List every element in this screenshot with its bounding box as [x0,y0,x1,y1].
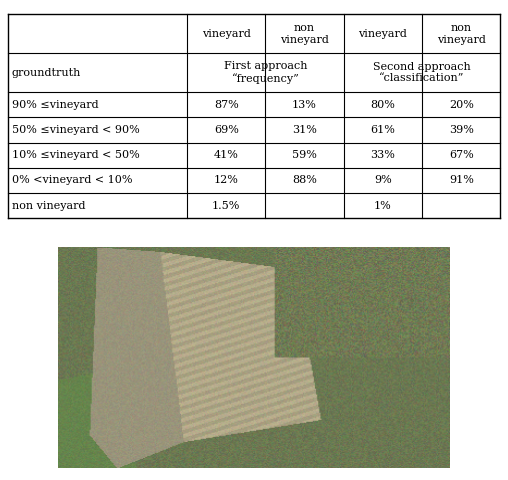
Text: 59%: 59% [292,150,317,160]
Text: 41%: 41% [214,150,239,160]
Text: 61%: 61% [370,125,395,135]
Text: vineyard: vineyard [359,29,407,39]
Text: 91%: 91% [449,176,473,185]
Text: 39%: 39% [449,125,473,135]
Text: non
vineyard: non vineyard [437,23,486,45]
Text: 13%: 13% [292,99,317,109]
Text: 10% ≤vineyard < 50%: 10% ≤vineyard < 50% [12,150,139,160]
Text: 31%: 31% [292,125,317,135]
Text: 9%: 9% [374,176,392,185]
Text: non vineyard: non vineyard [12,201,85,211]
Text: vineyard: vineyard [202,29,250,39]
Text: 20%: 20% [449,99,473,109]
Text: First approach
“frequency”: First approach “frequency” [224,61,307,84]
Text: 90% ≤vineyard: 90% ≤vineyard [12,99,99,109]
Text: 87%: 87% [214,99,239,109]
Text: 67%: 67% [449,150,473,160]
Text: 88%: 88% [292,176,317,185]
Text: 1.5%: 1.5% [212,201,240,211]
Text: 12%: 12% [214,176,239,185]
Text: groundtruth: groundtruth [12,68,81,78]
Text: 1%: 1% [374,201,392,211]
Text: 50% ≤vineyard < 90%: 50% ≤vineyard < 90% [12,125,139,135]
Text: 33%: 33% [370,150,395,160]
Text: 80%: 80% [370,99,395,109]
Text: 69%: 69% [214,125,239,135]
Text: Second approach
“classification”: Second approach “classification” [373,62,471,84]
Text: 0% <vineyard < 10%: 0% <vineyard < 10% [12,176,132,185]
Text: non
vineyard: non vineyard [280,23,329,45]
